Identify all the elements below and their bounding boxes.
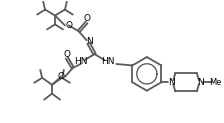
Text: N: N <box>198 78 204 87</box>
Text: O: O <box>63 50 70 59</box>
Text: N: N <box>168 78 175 87</box>
Text: Me: Me <box>209 78 222 87</box>
Text: O: O <box>65 21 72 30</box>
Text: HN: HN <box>74 57 87 67</box>
Text: N: N <box>86 37 93 46</box>
Text: HN: HN <box>102 57 115 67</box>
Text: O: O <box>57 72 65 81</box>
Text: O: O <box>83 14 90 23</box>
